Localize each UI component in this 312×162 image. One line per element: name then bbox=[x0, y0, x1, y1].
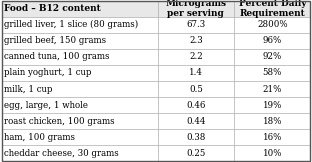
Bar bbox=[234, 65, 310, 81]
Text: 16%: 16% bbox=[263, 133, 282, 142]
Bar bbox=[158, 81, 234, 97]
Bar bbox=[2, 1, 158, 17]
Text: cheddar cheese, 30 grams: cheddar cheese, 30 grams bbox=[4, 149, 119, 158]
Bar bbox=[2, 81, 158, 97]
Text: 2.2: 2.2 bbox=[189, 52, 203, 61]
Bar bbox=[2, 145, 158, 161]
Bar bbox=[234, 97, 310, 113]
Text: roast chicken, 100 grams: roast chicken, 100 grams bbox=[4, 117, 115, 126]
Bar bbox=[234, 113, 310, 129]
Bar bbox=[234, 1, 310, 17]
Bar bbox=[234, 81, 310, 97]
Text: 1.4: 1.4 bbox=[189, 69, 203, 77]
Text: Micrograms
per serving: Micrograms per serving bbox=[165, 0, 226, 18]
Text: 0.44: 0.44 bbox=[186, 117, 206, 126]
Text: 21%: 21% bbox=[263, 85, 282, 93]
Text: milk, 1 cup: milk, 1 cup bbox=[4, 85, 52, 93]
Bar bbox=[158, 49, 234, 65]
Text: 0.46: 0.46 bbox=[186, 101, 206, 110]
Bar bbox=[158, 113, 234, 129]
Bar bbox=[2, 129, 158, 145]
Text: 10%: 10% bbox=[262, 149, 282, 158]
Text: 19%: 19% bbox=[263, 101, 282, 110]
Text: egg, large, 1 whole: egg, large, 1 whole bbox=[4, 101, 88, 110]
Bar bbox=[2, 33, 158, 49]
Text: 0.38: 0.38 bbox=[186, 133, 206, 142]
Bar bbox=[234, 33, 310, 49]
Text: 2800%: 2800% bbox=[257, 20, 288, 29]
Text: 2.3: 2.3 bbox=[189, 36, 203, 45]
Text: grilled liver, 1 slice (80 grams): grilled liver, 1 slice (80 grams) bbox=[4, 20, 138, 29]
Bar bbox=[158, 33, 234, 49]
Bar bbox=[234, 129, 310, 145]
Text: Percent Daily
Requirement: Percent Daily Requirement bbox=[239, 0, 306, 18]
Bar bbox=[234, 49, 310, 65]
Text: 96%: 96% bbox=[263, 36, 282, 45]
Bar bbox=[2, 49, 158, 65]
Text: plain yoghurt, 1 cup: plain yoghurt, 1 cup bbox=[4, 69, 91, 77]
Bar bbox=[158, 129, 234, 145]
Text: ham, 100 grams: ham, 100 grams bbox=[4, 133, 75, 142]
Text: 58%: 58% bbox=[263, 69, 282, 77]
Text: 18%: 18% bbox=[262, 117, 282, 126]
Text: canned tuna, 100 grams: canned tuna, 100 grams bbox=[4, 52, 110, 61]
Bar bbox=[2, 113, 158, 129]
Bar bbox=[2, 97, 158, 113]
Bar bbox=[158, 17, 234, 33]
Bar bbox=[158, 1, 234, 17]
Bar bbox=[158, 145, 234, 161]
Bar bbox=[158, 97, 234, 113]
Bar bbox=[158, 65, 234, 81]
Bar bbox=[234, 17, 310, 33]
Text: grilled beef, 150 grams: grilled beef, 150 grams bbox=[4, 36, 106, 45]
Text: 92%: 92% bbox=[263, 52, 282, 61]
Text: 0.25: 0.25 bbox=[186, 149, 206, 158]
Bar bbox=[234, 145, 310, 161]
Text: 0.5: 0.5 bbox=[189, 85, 203, 93]
Text: 67.3: 67.3 bbox=[186, 20, 205, 29]
Text: Food – B12 content: Food – B12 content bbox=[4, 4, 101, 13]
Bar bbox=[2, 17, 158, 33]
Bar bbox=[2, 65, 158, 81]
